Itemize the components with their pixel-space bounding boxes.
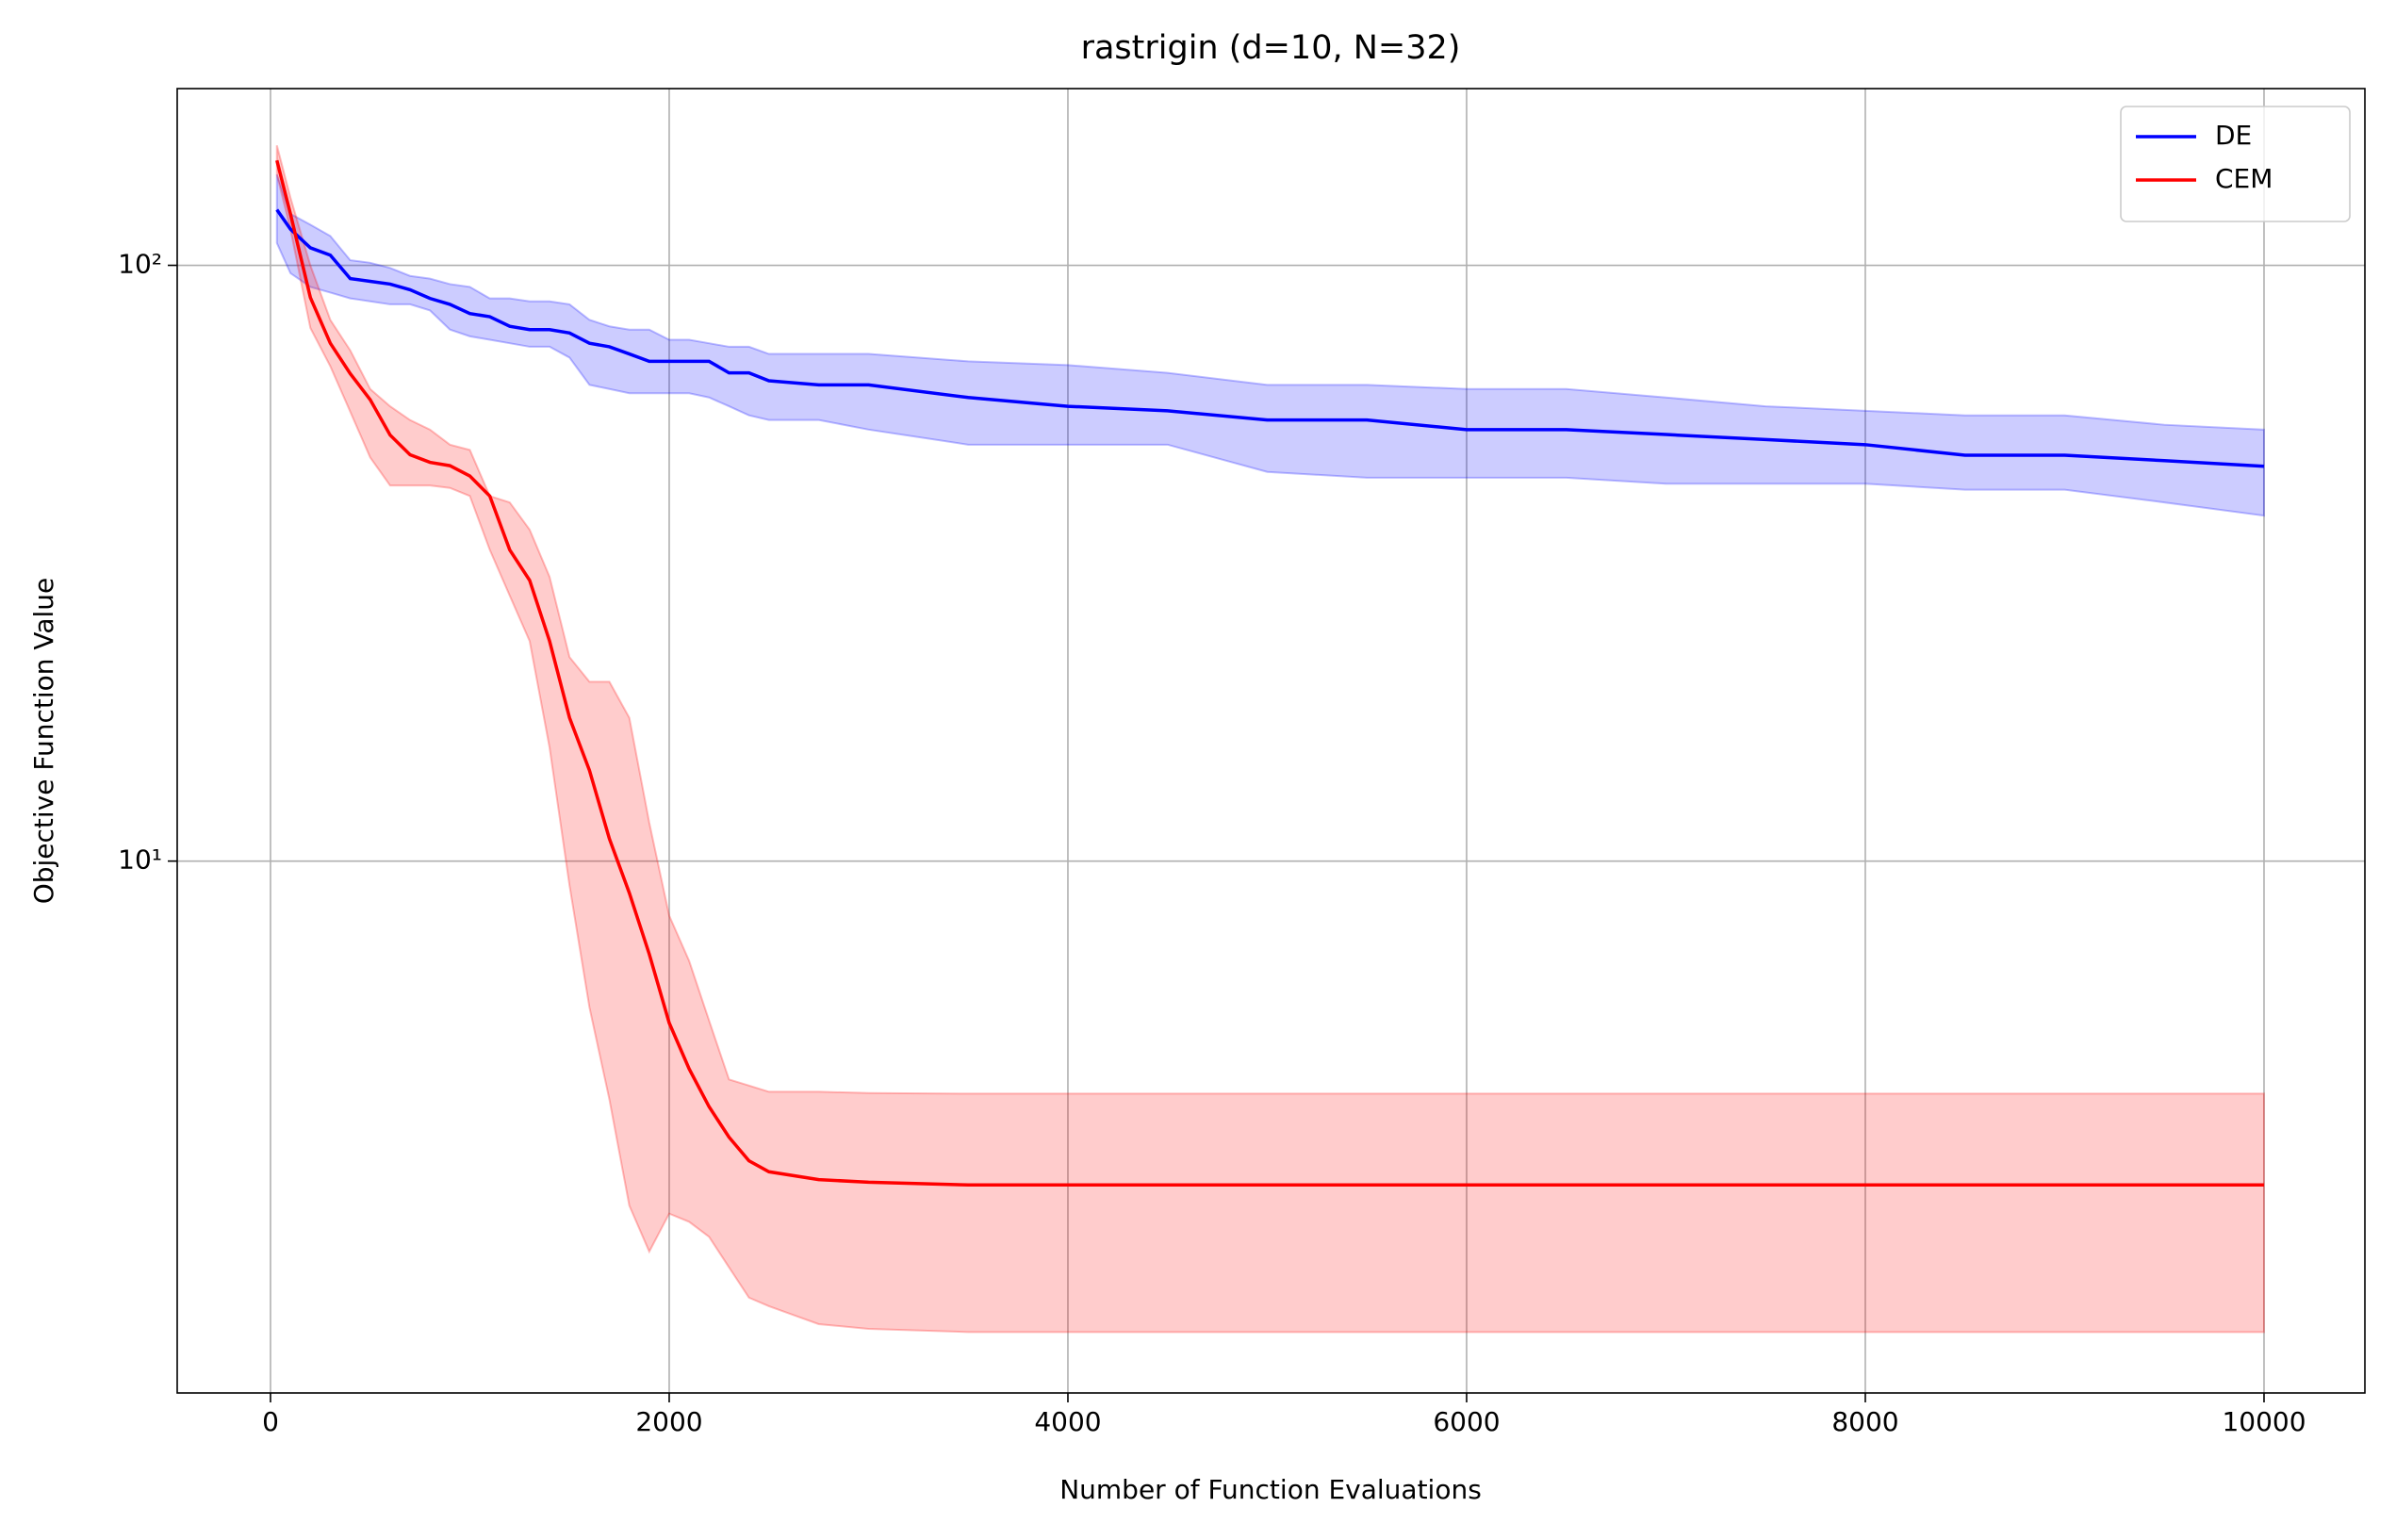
legend-label: CEM [2215,163,2273,194]
x-tick-label: 6000 [1433,1406,1500,1437]
line [275,159,2264,1188]
x-tick-label: 0 [262,1406,279,1437]
line [275,208,2265,468]
y-tick-label: 10² [118,249,162,280]
band [275,173,2265,517]
y-tick-label: 10¹ [118,844,162,876]
plot-frame [176,88,2366,1394]
x-tick-label: 2000 [635,1406,702,1437]
x-tick-label: 10000 [2222,1406,2306,1437]
band [275,144,2265,1334]
chart-title: rastrigin (d=10, N=32) [1081,29,1461,67]
legend-label: DE [2215,120,2252,151]
x-tick-label: 4000 [1034,1406,1101,1437]
y-axis-label: Objective Function Value [28,578,59,905]
x-tick-label: 8000 [1831,1406,1898,1437]
x-axis-label: Number of Function Evaluations [1059,1474,1482,1505]
